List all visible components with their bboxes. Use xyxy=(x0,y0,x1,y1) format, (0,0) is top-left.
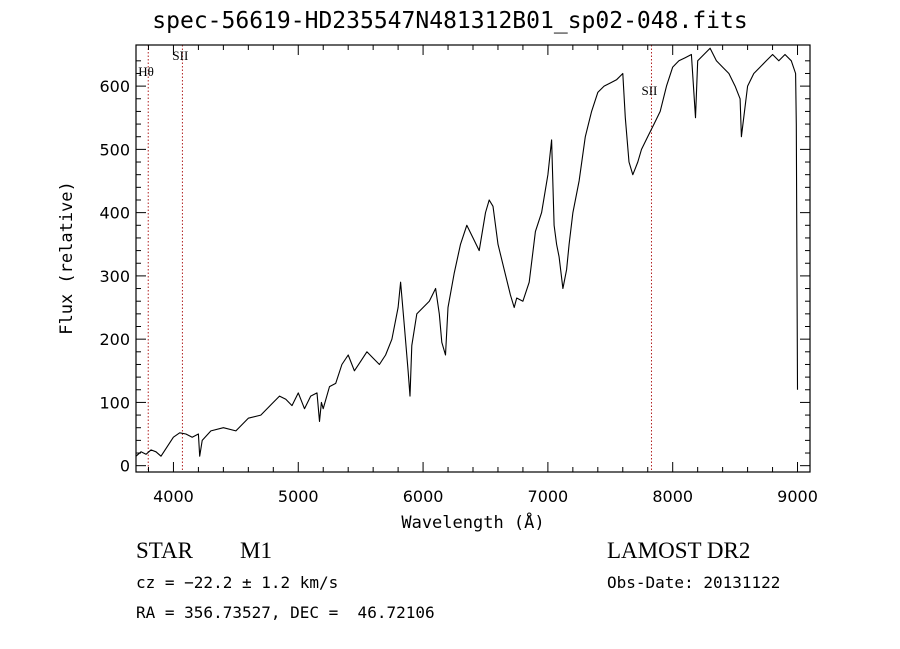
y-tick-label: 600 xyxy=(99,77,130,96)
x-tick-label: 8000 xyxy=(652,487,693,506)
x-tick-label: 7000 xyxy=(528,487,569,506)
x-tick-label: 6000 xyxy=(403,487,444,506)
y-tick-label: 0 xyxy=(120,457,130,476)
x-tick-label: 5000 xyxy=(278,487,319,506)
y-tick-label: 300 xyxy=(99,267,130,286)
line-marker-label: Hθ xyxy=(138,64,154,79)
line-markers: Hθ SII SII xyxy=(138,45,657,472)
plot-frame xyxy=(135,44,811,473)
y-tick-label: 500 xyxy=(99,140,130,159)
y-axis-label: Flux (relative) xyxy=(57,181,77,335)
line-marker-label: SII xyxy=(641,83,657,98)
y-tick-label: 200 xyxy=(99,330,130,349)
chart-title: spec-56619-HD235547N481312B01_sp02-048.f… xyxy=(152,8,748,34)
y-tick-label: 400 xyxy=(99,204,130,223)
object-class: STAR xyxy=(136,538,193,563)
x-axis-label: Wavelength (Å) xyxy=(401,511,544,533)
y-axis: 0 100 200 300 400 500 600 xyxy=(99,60,810,476)
spectrum-line xyxy=(135,47,799,457)
x-tick-label: 4000 xyxy=(153,487,194,506)
survey-name: LAMOST DR2 xyxy=(607,538,751,563)
x-axis: 4000 5000 6000 7000 8000 9000 xyxy=(147,45,818,506)
object-subclass: M1 xyxy=(240,538,272,563)
redshift-text: cz = −22.2 ± 1.2 km/s xyxy=(136,573,339,592)
y-tick-label: 100 xyxy=(99,393,130,412)
x-tick-label: 9000 xyxy=(777,487,818,506)
observation-date: Obs-Date: 20131122 xyxy=(607,573,781,592)
coordinates-text: RA = 356.73527, DEC = 46.72106 xyxy=(136,603,435,622)
line-marker-label: SII xyxy=(172,48,188,63)
